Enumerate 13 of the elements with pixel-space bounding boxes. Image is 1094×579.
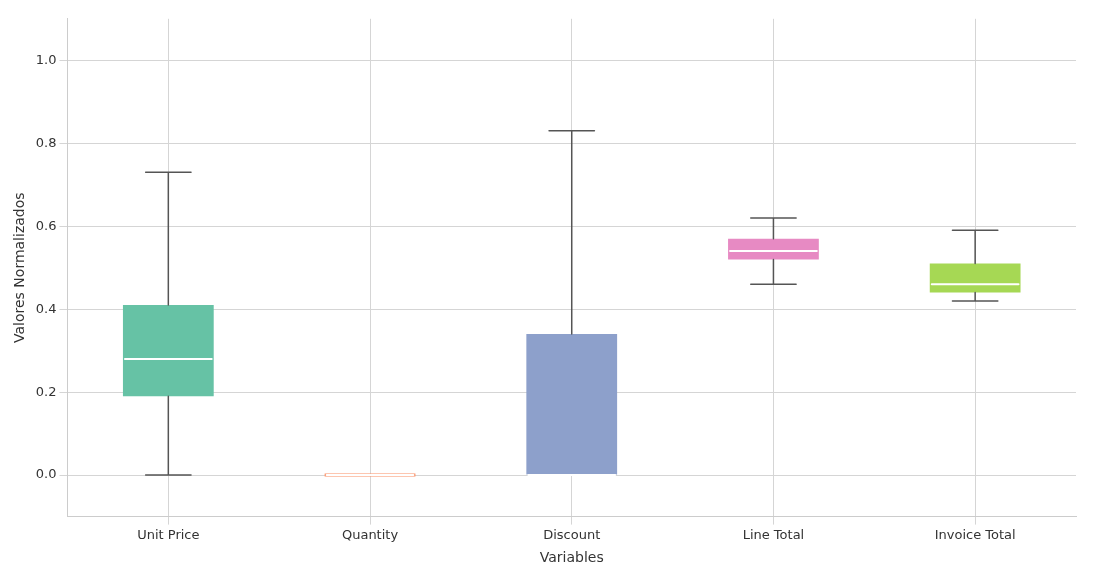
x-tick-label: Quantity [341, 526, 399, 542]
y-tick-label: 0.8 [35, 134, 57, 150]
x-tick-label: Invoice Total [934, 526, 1016, 542]
x-axis-title: Variables [539, 549, 604, 566]
x-tick-label: Unit Price [137, 526, 200, 542]
y-tick-label: 0.6 [35, 217, 57, 233]
y-tick-label: 0.4 [35, 300, 57, 316]
x-tick-label: Line Total [742, 526, 805, 542]
y-tick-label: 0.0 [35, 466, 57, 482]
y-axis-title: Valores Normalizados [11, 192, 28, 343]
y-tick-label: 0.2 [35, 383, 57, 399]
x-tick-label: Discount [543, 526, 601, 542]
y-tick-label: 1.0 [35, 51, 57, 67]
